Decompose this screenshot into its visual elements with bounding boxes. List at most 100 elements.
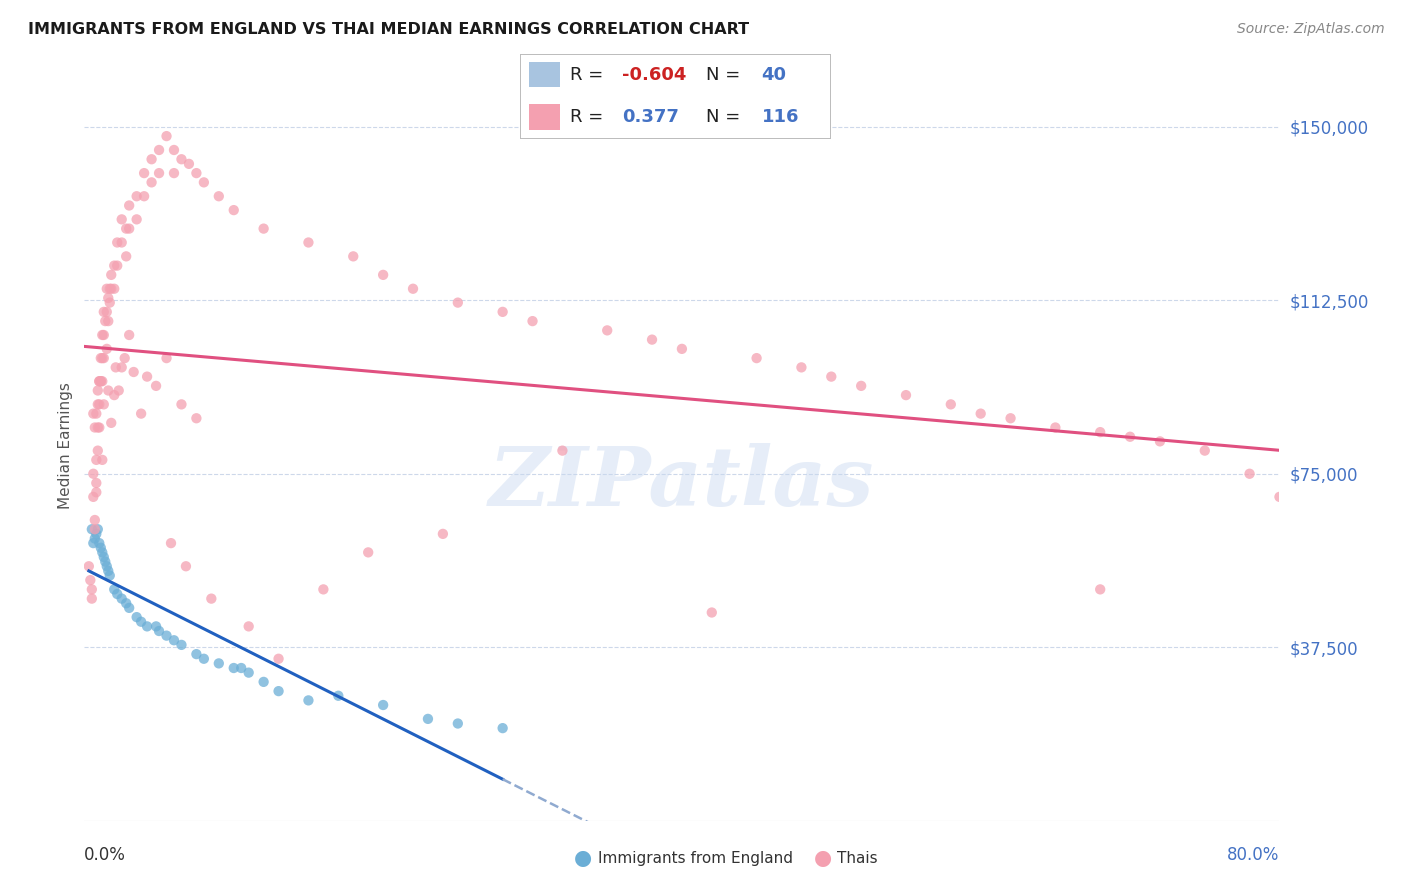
Point [186,166,208,180]
Point [98,295,121,310]
Point [103,282,125,296]
Text: 116: 116 [762,108,799,126]
Point [141,153,163,167]
Point [93,549,115,564]
Point [222,203,245,218]
Point [155,351,177,365]
Point [90,374,112,388]
Text: 0.0%: 0.0% [84,846,127,863]
Point [105,235,128,250]
Point [89,374,111,388]
Point [1239,467,1261,481]
Point [551,443,574,458]
Point [145,379,167,393]
Point [105,259,128,273]
Point [98,282,121,296]
Point [186,411,208,425]
Point [87,420,110,434]
Point [91,545,114,559]
Point [125,212,148,227]
Point [83,522,105,536]
Point [79,573,101,587]
Point [141,175,163,189]
Point [104,360,127,375]
Point [89,374,111,388]
Point [111,235,134,250]
Point [129,407,152,421]
Point [93,328,115,343]
Point [193,175,215,189]
Point [447,716,470,731]
Point [970,407,993,421]
Point [373,268,395,282]
Point [155,629,177,643]
Point [342,249,364,263]
Point [86,453,108,467]
Point [1090,582,1112,597]
Point [373,698,395,712]
Bar [530,62,561,87]
Point [80,582,103,597]
Point [115,596,138,610]
Text: Immigrants from England: Immigrants from England [598,851,793,865]
Point [90,374,112,388]
Point [96,305,118,319]
Text: 80.0%: 80.0% [1227,846,1279,863]
Point [97,291,120,305]
Point [851,379,873,393]
Point [1045,420,1067,434]
Point [1090,425,1112,439]
Point [90,541,112,555]
Point [939,397,962,411]
Y-axis label: Median Earnings: Median Earnings [58,383,73,509]
Point [208,657,231,671]
Point [82,467,104,481]
Point [118,221,141,235]
Point [208,189,231,203]
Point [148,143,170,157]
Point [132,189,156,203]
Point [86,485,108,500]
Text: ●: ● [814,848,831,868]
Point [200,591,222,606]
Point [1194,443,1216,458]
Point [253,674,276,689]
Point [91,328,114,343]
Point [238,665,260,680]
Point [118,328,141,343]
Text: N =: N = [706,66,745,84]
Point [83,420,105,434]
Point [163,143,186,157]
Point [820,369,842,384]
Text: 0.377: 0.377 [623,108,679,126]
Point [87,443,110,458]
Point [125,610,148,624]
Point [89,536,111,550]
Point [163,166,186,180]
Point [82,536,104,550]
Point [96,559,118,574]
Point [170,153,193,167]
Point [118,600,141,615]
Text: Source: ZipAtlas.com: Source: ZipAtlas.com [1237,22,1385,37]
Point [97,564,120,578]
Point [93,351,115,365]
Point [77,559,100,574]
Point [83,513,105,527]
Point [136,369,159,384]
Point [86,527,108,541]
Text: N =: N = [706,108,745,126]
Point [91,374,114,388]
Point [136,619,159,633]
Text: ●: ● [575,848,592,868]
Point [170,397,193,411]
Point [87,384,110,398]
Point [87,522,110,536]
Point [129,615,152,629]
Point [96,282,118,296]
Point [416,712,439,726]
Point [86,407,108,421]
Point [297,235,319,250]
Point [80,591,103,606]
Point [1268,490,1291,504]
